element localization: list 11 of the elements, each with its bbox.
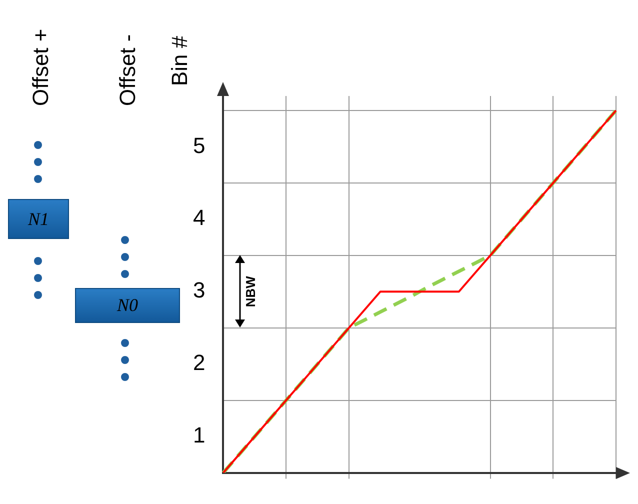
text: Offset - (115, 34, 141, 106)
box: N0 (75, 288, 180, 323)
y-tick-label: 5 (192, 132, 206, 158)
y-tick-label: 3 (192, 278, 206, 303)
annotation: NBW (242, 275, 258, 308)
y-axis-title: Bin # (167, 36, 194, 86)
y-tick-label: 2 (192, 350, 206, 376)
y-tick-label: 1 (192, 422, 206, 448)
box: N1 (8, 199, 69, 239)
text: Offset + (28, 28, 54, 106)
y-tick-label: 4 (192, 205, 206, 230)
